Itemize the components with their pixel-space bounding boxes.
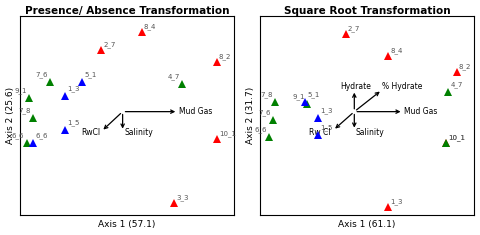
Title: Square Root Transformation: Square Root Transformation — [284, 6, 450, 16]
Title: Presence/ Absence Transformation: Presence/ Absence Transformation — [24, 6, 229, 16]
Text: 7_6: 7_6 — [36, 71, 48, 78]
Text: 7_8: 7_8 — [18, 107, 31, 114]
Text: 6_6: 6_6 — [12, 133, 24, 139]
Text: % Hydrate: % Hydrate — [383, 82, 423, 91]
X-axis label: Axis 1 (57.1): Axis 1 (57.1) — [98, 220, 156, 229]
Text: 1_3: 1_3 — [320, 107, 333, 114]
Text: 2_7: 2_7 — [103, 41, 116, 48]
Text: 9_1: 9_1 — [293, 93, 305, 100]
Text: 6_6: 6_6 — [254, 127, 267, 133]
Text: Mud Gas: Mud Gas — [179, 107, 213, 116]
Text: 8_4: 8_4 — [144, 24, 156, 30]
Text: 3_3: 3_3 — [176, 194, 189, 201]
Text: Salinity: Salinity — [125, 128, 154, 137]
Text: Salinity: Salinity — [355, 128, 384, 137]
Text: 10_1: 10_1 — [448, 135, 465, 141]
Y-axis label: Axis 2 (25.6): Axis 2 (25.6) — [6, 87, 14, 144]
Text: 1_5: 1_5 — [67, 119, 80, 125]
Text: Rw Cl: Rw Cl — [309, 128, 331, 137]
Text: 10_1: 10_1 — [448, 135, 465, 141]
Text: 9_1: 9_1 — [14, 87, 26, 94]
Text: RwCl: RwCl — [81, 128, 100, 137]
Text: 5_1: 5_1 — [84, 71, 96, 78]
Text: 8_2: 8_2 — [219, 53, 231, 60]
Text: 2_7: 2_7 — [348, 25, 360, 32]
Text: 1_3: 1_3 — [67, 85, 80, 92]
Y-axis label: Axis 2 (31.7): Axis 2 (31.7) — [246, 87, 255, 144]
Text: 8_4: 8_4 — [391, 47, 403, 54]
Text: 8_2: 8_2 — [459, 63, 471, 70]
Text: Mud Gas: Mud Gas — [405, 107, 438, 116]
Text: 7_8: 7_8 — [261, 91, 273, 98]
Text: 4_7: 4_7 — [450, 81, 463, 88]
Text: 5_1: 5_1 — [307, 91, 320, 98]
Text: 1_3: 1_3 — [391, 198, 403, 205]
Text: 1_5: 1_5 — [320, 125, 333, 132]
Text: 4_7: 4_7 — [168, 73, 180, 80]
Text: 7_6: 7_6 — [259, 109, 271, 116]
Text: 10_1: 10_1 — [219, 131, 236, 137]
Text: 6_6: 6_6 — [35, 133, 48, 139]
X-axis label: Axis 1 (61.1): Axis 1 (61.1) — [338, 220, 396, 229]
Text: Hydrate: Hydrate — [340, 82, 372, 91]
